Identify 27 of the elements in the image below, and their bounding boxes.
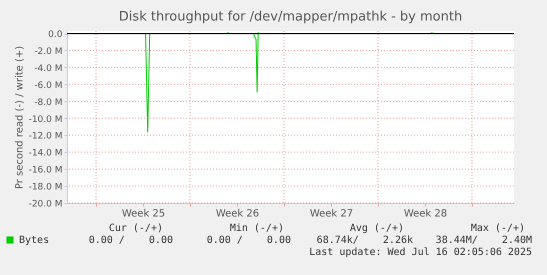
x-tick-label: Week 28 [404,208,448,220]
y-tick-label: -2.0 M [34,46,62,57]
y-tick-label: -20.0 M [28,200,62,210]
x-tick-label: Week 26 [216,208,260,220]
text: Cur (-/+) [108,223,163,234]
text: 0.00 / 0.00 [88,235,173,246]
y-tick-label: -6.0 M [34,80,62,91]
x-tick-label: Week 27 [310,208,354,220]
y-axis-title: Pr second read (-) / write (+) [14,46,26,190]
legend-label: Bytes [19,235,50,246]
y-tick-label: -12.0 M [28,132,62,142]
text: Last update: Wed Jul 16 02:05:06 2025 [309,247,532,258]
text: Max (-/+) [470,223,525,234]
chart-title: Disk throughput for /dev/mapper/mpathk - by month [118,10,462,25]
text: 0.00 / 0.00 [206,235,291,246]
text: 38.44M/ 2.40M [436,235,532,246]
y-tick-label: 0.0 [48,30,63,40]
text: Avg (-/+) [350,223,404,234]
y-tick-label: -4.0 M [34,64,62,74]
y-tick-label: -16.0 M [28,166,62,176]
y-tick-label: -8.0 M [34,98,62,108]
x-tick-label: Week 25 [122,208,166,220]
y-tick-label: -18.0 M [28,182,62,193]
text: 68.74k/ 2.26k [316,235,413,246]
text: Min (-/+) [230,223,284,234]
y-tick-label: -10.0 M [28,114,62,125]
y-tick-label: -14.0 M [28,148,62,159]
